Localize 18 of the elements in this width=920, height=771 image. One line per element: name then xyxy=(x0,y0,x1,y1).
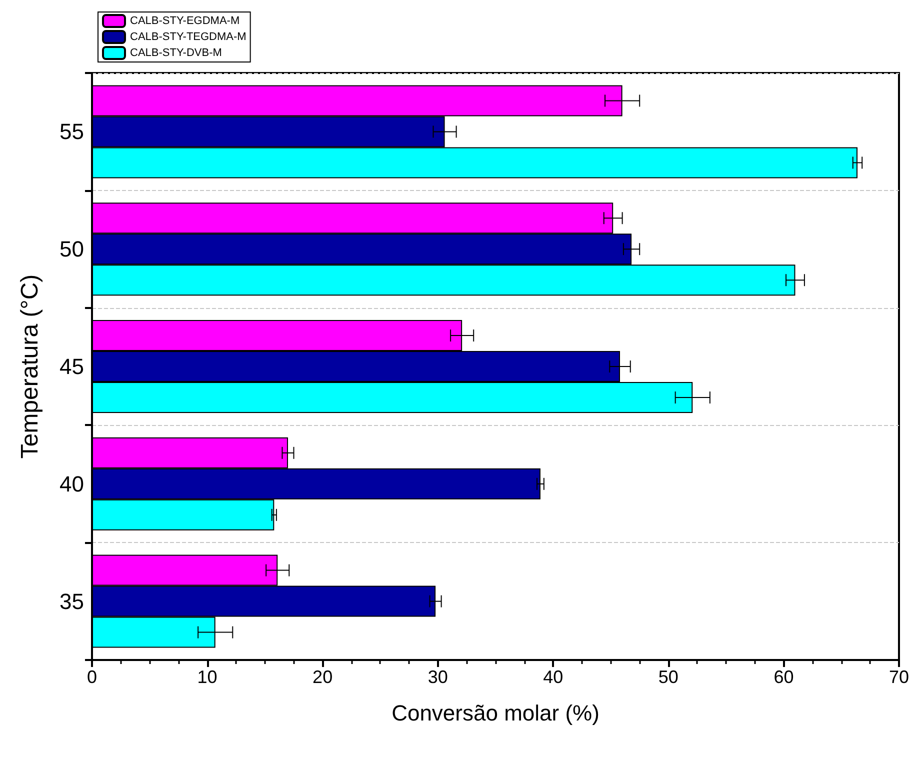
x-tick-label: 40 xyxy=(543,667,564,687)
legend-label: CALB-STY-EGDMA-M xyxy=(130,15,240,27)
x-tick-label: 0 xyxy=(86,667,98,687)
y-tick-label: 40 xyxy=(60,471,84,496)
x-tick-label: 10 xyxy=(197,667,218,687)
y-tick-label: 50 xyxy=(60,236,84,262)
x-axis-title: Conversão molar (%) xyxy=(392,700,600,726)
legend-label: CALB-STY-DVB-M xyxy=(130,47,222,59)
x-tick-label: 20 xyxy=(312,667,333,687)
y-tick-label: 55 xyxy=(60,119,84,144)
y-axis-title: Temperatura (°C) xyxy=(16,274,44,459)
y-tick-label: 35 xyxy=(60,588,84,614)
legend-label: CALB-STY-TEGDMA-M xyxy=(130,31,246,43)
y-tick-label: 45 xyxy=(60,354,84,379)
x-tick-label: 60 xyxy=(774,667,794,687)
x-tick-label: 30 xyxy=(428,667,448,687)
x-tick-label: 70 xyxy=(888,667,910,687)
x-tick-label: 50 xyxy=(658,667,678,687)
